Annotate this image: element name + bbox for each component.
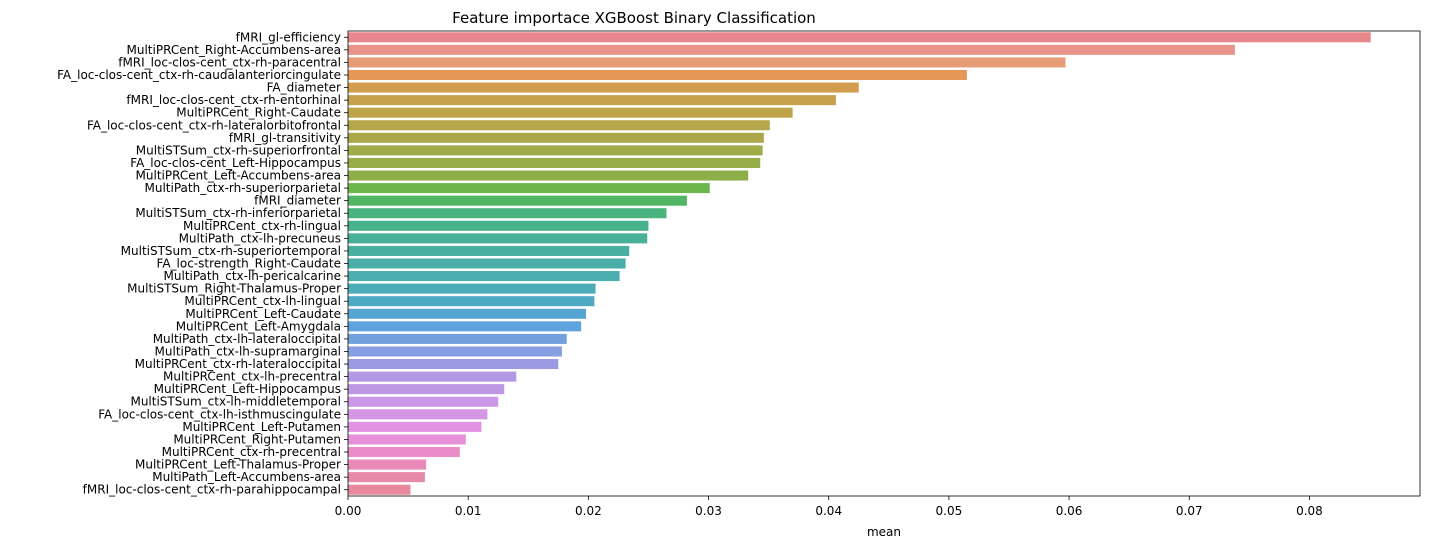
bar-MultiPRCent_Left-Caudate xyxy=(348,308,586,319)
y-tick-label: FA_loc-clos-cent_ctx-rh-caudalanteriorci… xyxy=(57,68,341,82)
y-tick-label: FA_diameter xyxy=(267,81,341,95)
y-tick-label: MultiPRCent_ctx-lh-precentral xyxy=(163,370,341,384)
bar-MultiPRCent_ctx-rh-precentral xyxy=(348,446,460,458)
bar-MultiPRCent_Left-Hippocampus xyxy=(348,384,505,395)
y-tick-label: MultiSTSum_Right-Thalamus-Proper xyxy=(127,282,341,296)
y-tick-label: MultiPRCent_Right-Accumbens-area xyxy=(127,43,341,57)
bar-MultiPRCent_Right-Accumbens-area xyxy=(348,44,1235,55)
y-tick-label: MultiPath_Left-Accumbens-area xyxy=(152,470,341,484)
y-tick-label: MultiPRCent_ctx-rh-lateraloccipital xyxy=(135,357,341,371)
y-tick-label: fMRI_diameter xyxy=(254,194,341,208)
y-tick-label: MultiSTSum_ctx-rh-superiortemporal xyxy=(121,244,341,258)
y-tick-label: MultiPRCent_Right-Putamen xyxy=(173,432,341,446)
bar-FA_diameter xyxy=(348,82,859,93)
y-tick-label: FA_loc-clos-cent_Left-Hippocampus xyxy=(130,156,341,170)
y-tick-label: MultiPRCent_Left-Amygdala xyxy=(176,319,341,333)
bar-MultiPRCent_Left-Putamen xyxy=(348,421,482,432)
y-tick-label: MultiPath_ctx-lh-lateraloccipital xyxy=(153,332,341,346)
x-tick-label: 0.04 xyxy=(815,504,842,518)
y-tick-label: MultiPRCent_Left-Putamen xyxy=(182,420,341,434)
bar-fMRI_loc-clos-cent_ctx-rh-paracentral xyxy=(348,57,1066,68)
y-tick-label: MultiPRCent_ctx-rh-precentral xyxy=(162,445,341,459)
y-tick-labels: fMRI_gl-efficiencyMultiPRCent_Right-Accu… xyxy=(57,30,348,497)
y-tick-label: FA_loc-clos-cent_ctx-lh-isthmuscingulate xyxy=(98,407,341,421)
bar-MultiPRCent_Left-Accumbens-area xyxy=(348,170,749,181)
bar-fMRI_gl-transitivity xyxy=(348,132,764,143)
y-tick-label: MultiPath_ctx-lh-precuneus xyxy=(179,231,341,245)
bars-group xyxy=(348,32,1371,495)
y-tick-label: FA_loc-clos-cent_ctx-rh-lateralorbitofro… xyxy=(87,118,341,132)
bar-MultiSTSum_ctx-rh-superiortemporal xyxy=(348,245,630,256)
bar-MultiPath_Left-Accumbens-area xyxy=(348,472,425,483)
bar-fMRI_gl-efficiency xyxy=(348,32,1371,43)
bar-FA_loc-clos-cent_ctx-rh-lateralorbitofrontal xyxy=(348,120,770,131)
bar-FA_loc-clos-cent_Left-Hippocampus xyxy=(348,157,761,168)
bar-MultiPRCent_Left-Thalamus-Proper xyxy=(348,459,427,470)
bar-fMRI_diameter xyxy=(348,195,687,206)
x-tick-label: 0.03 xyxy=(695,504,722,518)
bar-MultiSTSum_ctx-rh-inferiorparietal xyxy=(348,208,667,219)
bar-fMRI_loc-clos-cent_ctx-rh-parahippocampal xyxy=(348,484,411,495)
x-tick-label: 0.07 xyxy=(1176,504,1203,518)
bar-MultiSTSum_ctx-rh-superiorfrontal xyxy=(348,145,763,156)
y-tick-label: fMRI_gl-transitivity xyxy=(229,131,341,145)
y-tick-label: MultiPRCent_Right-Caudate xyxy=(176,106,341,120)
bar-MultiPRCent_ctx-lh-lingual xyxy=(348,296,595,307)
bar-MultiPRCent_Right-Caudate xyxy=(348,107,793,118)
bar-MultiPath_ctx-lh-supramarginal xyxy=(348,346,562,357)
y-tick-label: MultiPath_ctx-lh-supramarginal xyxy=(155,344,341,358)
y-tick-label: MultiPRCent_Left-Accumbens-area xyxy=(136,169,341,183)
bar-MultiPRCent_ctx-rh-lateraloccipital xyxy=(348,359,559,370)
bar-MultiPath_ctx-rh-superiorparietal xyxy=(348,183,710,194)
bar-MultiPath_ctx-lh-pericalcarine xyxy=(348,271,620,282)
bar-MultiPath_ctx-lh-precuneus xyxy=(348,233,648,244)
y-tick-label: FA_loc-strength_Right-Caudate xyxy=(157,257,341,271)
y-tick-label: fMRI_loc-clos-cent_ctx-rh-entorhinal xyxy=(126,93,341,107)
y-tick-label: MultiPRCent_ctx-rh-lingual xyxy=(183,219,341,233)
bar-fMRI_loc-clos-cent_ctx-rh-entorhinal xyxy=(348,95,836,106)
y-tick-label: MultiPRCent_Left-Caudate xyxy=(185,307,341,321)
chart-title: Feature importace XGBoost Binary Classif… xyxy=(452,9,816,27)
x-tick-label: 0.00 xyxy=(335,504,362,518)
y-tick-label: MultiPRCent_ctx-lh-lingual xyxy=(184,294,341,308)
bar-MultiSTSum_ctx-lh-middletemporal xyxy=(348,396,499,407)
y-tick-label: fMRI_gl-efficiency xyxy=(236,30,341,44)
bar-FA_loc-clos-cent_ctx-rh-caudalanteriorcingulate xyxy=(348,69,967,81)
x-tick-label: 0.02 xyxy=(575,504,602,518)
x-axis-ticks: 0.00 0.01 0.02 0.03 0.04 0.05 0.06 0.07 0.08 xyxy=(335,496,1323,518)
y-tick-label: MultiPath_ctx-lh-pericalcarine xyxy=(164,269,341,283)
bar-MultiSTSum_Right-Thalamus-Proper xyxy=(348,283,596,294)
plot-frame xyxy=(347,30,1421,497)
y-tick-label: fMRI_loc-clos-cent_ctx-rh-parahippocampa… xyxy=(83,483,341,497)
y-tick-label: fMRI_loc-clos-cent_ctx-rh-paracentral xyxy=(118,55,341,69)
y-tick-label: MultiPRCent_Left-Thalamus-Proper xyxy=(135,458,341,472)
x-axis-label: mean xyxy=(867,525,901,539)
bar-MultiPRCent_ctx-rh-lingual xyxy=(348,220,649,231)
y-tick-label: MultiSTSum_ctx-lh-middletemporal xyxy=(130,395,341,409)
bar-FA_loc-strength_Right-Caudate xyxy=(348,258,626,269)
x-tick-label: 0.08 xyxy=(1296,504,1323,518)
x-tick-label: 0.06 xyxy=(1056,504,1083,518)
bar-MultiPRCent_ctx-lh-precentral xyxy=(348,371,517,382)
bar-FA_loc-clos-cent_ctx-lh-isthmuscingulate xyxy=(348,409,488,420)
bar-MultiPRCent_Left-Amygdala xyxy=(348,321,582,332)
bar-MultiPRCent_Right-Putamen xyxy=(348,434,466,445)
y-tick-label: MultiPRCent_Left-Hippocampus xyxy=(154,382,341,396)
axes-frame xyxy=(347,30,1421,497)
x-tick-label: 0.05 xyxy=(936,504,963,518)
y-tick-label: MultiPath_ctx-rh-superiorparietal xyxy=(145,181,342,195)
bar-MultiPath_ctx-lh-lateraloccipital xyxy=(348,333,567,344)
y-tick-label: MultiSTSum_ctx-rh-superiorfrontal xyxy=(136,143,341,157)
y-tick-label: MultiSTSum_ctx-rh-inferiorparietal xyxy=(135,206,341,220)
x-tick-label: 0.01 xyxy=(455,504,482,518)
